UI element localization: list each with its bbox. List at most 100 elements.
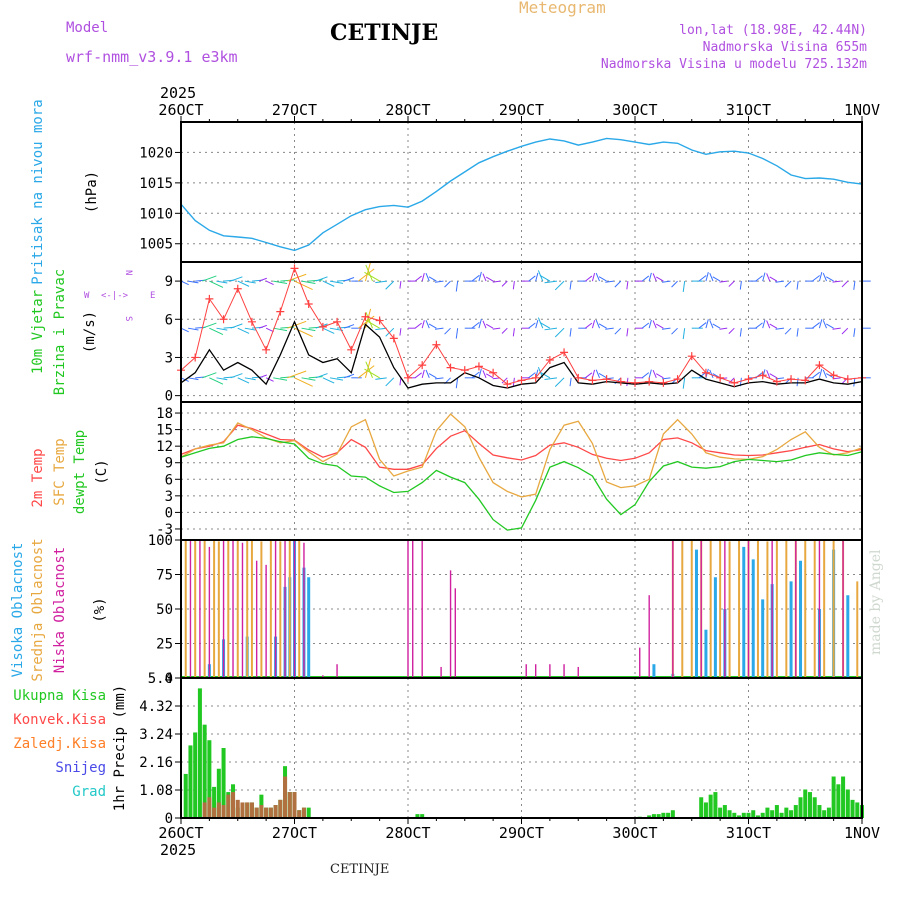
wind-arrow [202,372,217,379]
total-precip-bar [732,812,737,818]
wind-arrow [832,280,841,283]
mid-cloud-label: Srednja Oblacnost [30,538,46,681]
wind-arrow [322,377,335,384]
wind-arrow [626,328,629,337]
wind-arrow [796,281,799,290]
conv-precip-bar [216,802,221,818]
wind-gust-marker [730,378,739,387]
station-altitude: Nadmorska Visina 655m [702,40,867,55]
station-coordinates: lon,lat (18.98E, 42.44N) [679,23,867,38]
total-precip-bar [415,814,420,818]
wind-arrow [641,275,650,282]
wind-arrow [301,280,316,285]
top-year-label: 2025 [160,84,196,102]
wind-arrow [671,280,678,288]
wind-arrow [273,377,288,381]
wind-arrow [315,323,328,329]
wind-arrow [569,377,572,387]
wind-arrow [425,369,430,379]
wind-gust-marker [574,373,583,382]
y-tick-label: 50 [156,602,173,618]
total-precip-bar [188,745,193,818]
direction-north: N [123,270,133,275]
wind-arrow [719,280,728,283]
wind-arrow [209,327,224,335]
wind-arrow [648,272,652,282]
wind-arrow [528,275,536,282]
wind-arrow [655,276,664,282]
wind-arrow [294,377,313,387]
wind-arrow [485,323,494,329]
wind-arrow [818,319,823,329]
wind-gust-marker [787,375,796,384]
wind-gust-marker [829,371,838,380]
wind-gust-marker [191,353,200,362]
wind-arrow [598,276,607,282]
conv-precip-bar [221,805,226,818]
total-precip-bar [836,784,841,818]
top-day-label: 27OCT [272,101,317,119]
wind-arrow [539,321,551,329]
direction-west: W [84,291,90,301]
wind-arrow [569,328,572,337]
wind-arrow [671,327,678,335]
wind-arrow [641,322,650,329]
wind-gust-marker [219,315,228,324]
total-precip-bar [216,768,221,818]
wind-gust-marker [602,375,611,384]
y-tick-label: 0 [165,671,173,687]
conv-precip-bar [231,792,236,818]
wind-arrow [322,327,335,334]
y-tick-label: 18 [156,406,173,422]
wind-arrow [554,280,565,291]
wind-arrow [237,327,250,334]
total-precip-bar [651,814,656,818]
wind-gust-marker [772,377,781,386]
wind-arrow [244,327,256,331]
wind-arrow [287,320,307,329]
wind-gust-marker [361,312,370,321]
wind-arrow [762,319,766,329]
wind-arrow [478,318,482,329]
wind-arrow [434,377,444,380]
bottom-year-label: 2025 [160,841,196,859]
wind-title-2: Brzina i Pravac [52,269,68,395]
bottom-day-label: 31OCT [726,824,771,842]
wind-arrow [258,277,267,282]
wind-arrow [237,280,250,287]
wind-arrow [180,280,189,286]
top-day-label: 26OCT [158,101,203,119]
total-precip-bar [789,810,794,818]
wind-arrow [209,377,224,385]
y-tick-label: 6 [165,472,173,488]
wind-arrow [535,319,539,329]
y-tick-label: 100 [148,533,173,549]
wind-gust-marker [616,377,625,386]
temp-ylabel: (C) [94,459,110,484]
wind-arrow [554,327,565,338]
wind-gust-marker [333,317,342,326]
wind-arrow [682,328,686,340]
wind-arrow [375,377,387,380]
y-tick-label: 75 [156,568,173,584]
wind-arrow [784,327,792,335]
wind-arrow [375,327,387,331]
wind-arrow [343,373,355,379]
total-precip-bar [817,805,822,818]
wind-gust-marker [247,317,256,326]
wind-arrow [478,271,482,282]
conv-precip-bar [268,807,273,818]
wind-arrow [308,279,323,282]
wind-arrow [614,280,622,288]
total-precip-bar [784,807,789,818]
y-tick-label: 9 [165,274,173,290]
data-layer [177,137,871,818]
conv-precip-bar [292,792,297,818]
direction-south: S [123,316,133,321]
conv-precip-bar [249,802,254,818]
wind-arrow [539,274,551,282]
top-day-label: 29OCT [499,101,544,119]
wind-gust-marker [687,352,696,361]
temp-sfc-label: SFC Temp [52,438,68,505]
wind-arrow [818,368,823,378]
